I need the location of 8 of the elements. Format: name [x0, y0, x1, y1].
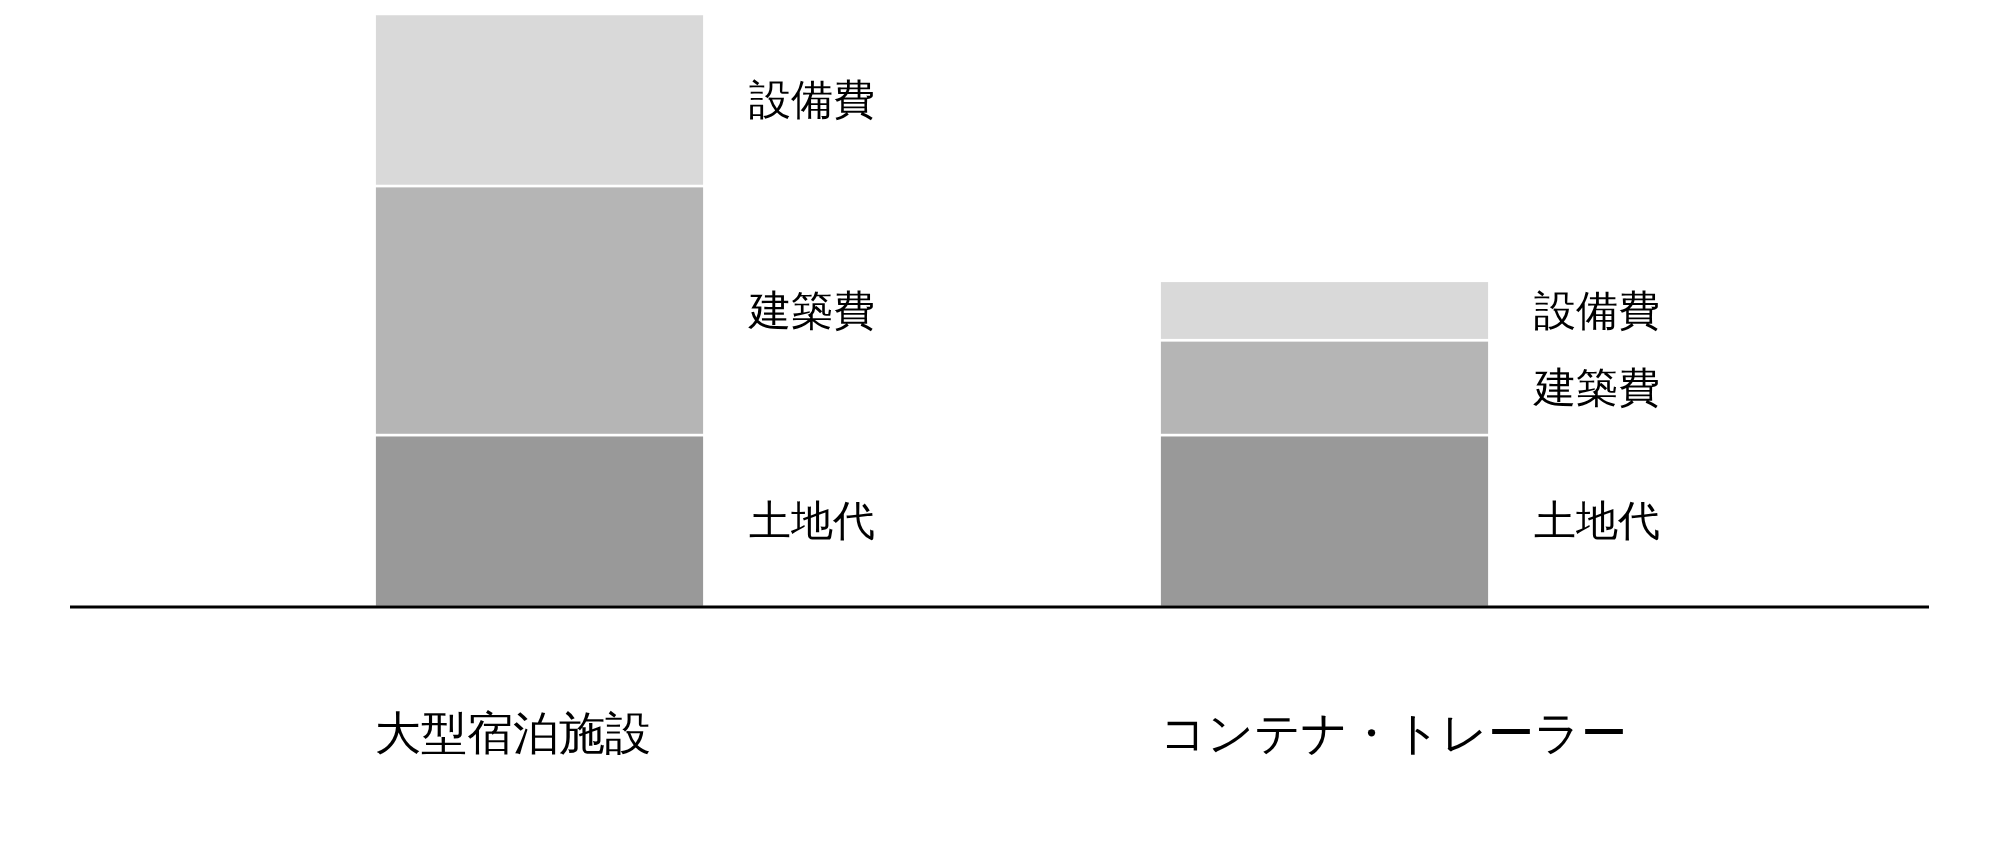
series-label: 土地代 — [749, 498, 876, 545]
x-tick-label: コンテナ・トレーラー — [1159, 707, 1627, 759]
series-label: 設備費 — [749, 76, 876, 123]
土地代: 土地代 土地代 — [373, 433, 1661, 609]
series-label: 建築費 — [748, 287, 876, 334]
x-tick-label: 大型宿泊施設 — [374, 707, 651, 759]
text: 設備費 — [1534, 287, 1661, 334]
text: 建築費 — [1534, 364, 1661, 411]
